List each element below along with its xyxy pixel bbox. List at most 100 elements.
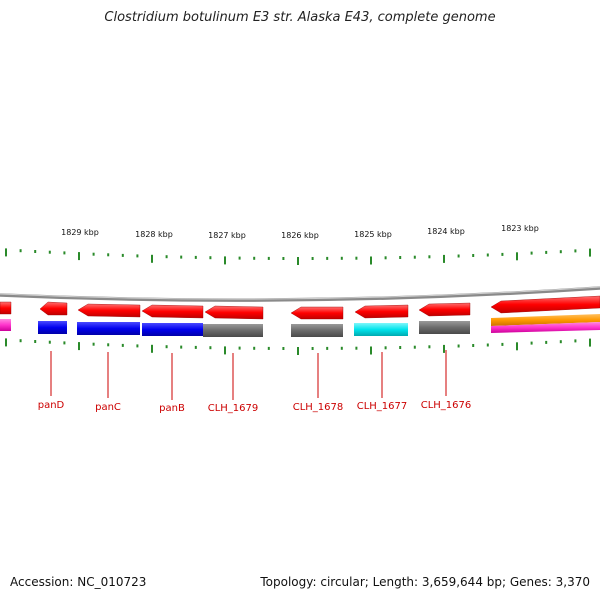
ruler-minor-tick [253, 256, 256, 260]
ruler-label: 1828 kbp [135, 230, 173, 239]
cds-arrow [141, 304, 204, 319]
ruler-minor-tick [428, 345, 431, 349]
genome-backbone-highlight [0, 286, 600, 300]
ruler-minor-tick [311, 257, 314, 260]
gene-label-lines [50, 350, 447, 400]
ruler-minor-tick [238, 346, 241, 350]
ruler-label: 1825 kbp [354, 230, 392, 239]
ruler-minor-tick [63, 341, 66, 345]
ruler-minor-tick [121, 343, 124, 347]
ruler-major-tick [224, 346, 226, 355]
gene-label-CLH_1677: CLH_1677 [357, 401, 408, 412]
ruler-ticks-bottom [5, 338, 591, 355]
cds-arrow [490, 295, 600, 314]
ruler-minor-tick [545, 340, 548, 344]
ruler-major-tick [443, 254, 445, 263]
ruler-minor-tick [209, 256, 212, 260]
ruler-minor-tick [574, 249, 577, 253]
feature-box [491, 322, 600, 333]
ruler-minor-tick [48, 250, 51, 254]
ruler-minor-tick [530, 251, 533, 255]
ruler-major-tick [5, 338, 7, 347]
gene-label-panD: panD [38, 400, 65, 411]
ruler-minor-tick [530, 341, 533, 345]
gene-box-CLH_1678 [291, 324, 343, 337]
ruler-minor-tick [384, 346, 387, 350]
ruler-minor-tick [340, 346, 343, 350]
ruler-minor-tick [486, 253, 489, 257]
ruler-minor-tick [34, 250, 37, 253]
ruler-label: 1829 kbp [61, 228, 99, 237]
ruler-minor-tick [413, 255, 416, 259]
ruler-major-tick [589, 338, 591, 347]
ruler-minor-tick [19, 249, 22, 253]
ruler-minor-tick [136, 344, 139, 348]
ruler-major-tick [151, 344, 153, 353]
ruler-minor-tick [399, 256, 402, 259]
ruler-minor-tick [209, 346, 212, 350]
ruler-minor-tick [501, 252, 504, 256]
ruler-minor-tick [384, 256, 387, 260]
ruler-minor-tick [340, 256, 343, 260]
genome-title: Clostridium botulinum E3 str. Alaska E43… [104, 10, 496, 25]
ruler-minor-tick [457, 254, 460, 258]
ruler-major-tick [516, 252, 518, 261]
accession-text: Accession: NC_010723 [10, 575, 147, 589]
ruler-major-tick [5, 248, 7, 257]
cds-arrow [354, 304, 409, 319]
ruler-label: 1826 kbp [281, 231, 319, 240]
ruler-minor-tick [136, 254, 139, 258]
ruler-minor-tick [48, 340, 51, 344]
ruler-minor-tick [413, 345, 416, 349]
ruler-major-tick [443, 344, 445, 353]
gene-box-CLH_1677 [354, 323, 408, 336]
ruler-minor-tick [559, 340, 562, 344]
ruler-minor-tick [267, 346, 270, 350]
gene-box-CLH_1676 [419, 321, 470, 334]
ruler-minor-tick [472, 254, 475, 257]
ruler-minor-tick [428, 255, 431, 259]
ruler-major-tick [78, 342, 80, 351]
cds-arrow [77, 303, 141, 318]
ruler-minor-tick [180, 255, 183, 259]
ruler-major-tick [297, 257, 299, 265]
ruler-label: 1824 kbp [427, 227, 465, 236]
ruler-minor-tick [19, 339, 22, 343]
ruler-minor-tick [194, 345, 197, 349]
ruler-major-tick [151, 254, 153, 263]
ruler-minor-tick [399, 346, 402, 349]
ruler-minor-tick [457, 344, 460, 348]
ruler-minor-tick [92, 252, 95, 256]
ruler-minor-tick [486, 343, 489, 347]
ruler-minor-tick [282, 347, 285, 350]
ruler-minor-tick [311, 347, 314, 350]
ruler-minor-tick [501, 342, 504, 346]
gene-label-panC: panC [95, 402, 121, 413]
ruler-major-tick [78, 252, 80, 261]
ruler-labels: 1829 kbp 1828 kbp 1827 kbp 1826 kbp 1825… [61, 224, 539, 240]
cds-forward-track [0, 295, 600, 320]
gene-label-CLH_1676: CLH_1676 [421, 400, 472, 411]
gene-box-panC [77, 322, 140, 335]
ruler-minor-tick [92, 342, 95, 346]
ruler-minor-tick [34, 340, 37, 343]
ruler-minor-tick [63, 251, 66, 255]
ruler-minor-tick [107, 253, 110, 257]
ruler-minor-tick [107, 343, 110, 347]
ruler-minor-tick [574, 339, 577, 343]
gene-label-CLH_1678: CLH_1678 [293, 402, 344, 413]
ruler-label: 1823 kbp [501, 224, 539, 233]
gene-box-panB [142, 323, 203, 336]
ruler-minor-tick [253, 346, 256, 350]
ruler-minor-tick [559, 250, 562, 254]
ruler-major-tick [224, 256, 226, 265]
cds-arrow [0, 301, 12, 315]
gene-label-panB: panB [159, 403, 185, 414]
ruler-minor-tick [165, 255, 168, 259]
ruler-minor-tick [121, 253, 124, 257]
ruler-ticks-top [5, 248, 591, 265]
gene-label-CLH_1679: CLH_1679 [208, 403, 259, 414]
ruler-minor-tick [194, 255, 197, 259]
gene-track [0, 314, 600, 337]
ruler-major-tick [297, 347, 299, 355]
